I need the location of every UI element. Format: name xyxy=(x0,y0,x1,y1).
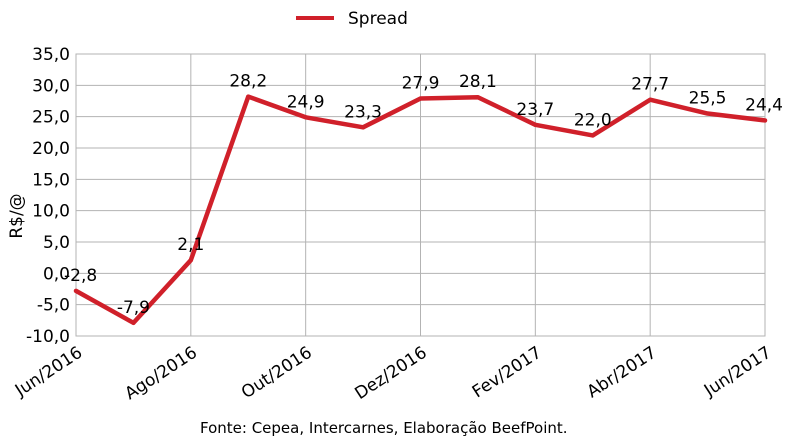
data-point xyxy=(533,122,538,127)
data-point xyxy=(74,288,78,293)
data-point xyxy=(131,320,136,325)
data-point xyxy=(648,97,653,102)
data-point xyxy=(246,94,251,99)
y-tick-label: -10,0 xyxy=(26,327,70,347)
y-tick-label: 25,0 xyxy=(32,108,70,128)
data-label: 23,7 xyxy=(516,100,554,120)
data-label: 22,0 xyxy=(574,110,612,130)
source-note: Fonte: Cepea, Intercarnes, Elaboração Be… xyxy=(200,419,568,437)
data-label: 27,9 xyxy=(402,73,440,93)
x-tick-label: Dez/2016 xyxy=(351,343,430,404)
data-label: 24,4 xyxy=(745,95,783,115)
y-tick-label: 35,0 xyxy=(32,45,70,65)
data-label: 23,3 xyxy=(344,102,382,122)
x-tick-label: Abr/2017 xyxy=(584,343,661,402)
data-point xyxy=(188,258,193,263)
x-tick-label: Jun/2017 xyxy=(700,343,775,401)
data-label: 24,9 xyxy=(287,92,325,112)
data-label: 28,1 xyxy=(459,72,497,92)
y-tick-label: -5,0 xyxy=(37,296,70,316)
x-tick-label: Fev/2017 xyxy=(469,343,546,402)
data-label: 2,1 xyxy=(177,235,204,255)
x-tick-label: Jun/2016 xyxy=(11,343,86,401)
data-label: -2,8 xyxy=(64,266,97,286)
data-label: 27,7 xyxy=(631,75,669,95)
y-tick-label: 15,0 xyxy=(32,170,70,190)
legend-label: Spread xyxy=(348,9,408,29)
data-label: -7,9 xyxy=(117,298,150,318)
data-point xyxy=(418,96,423,101)
data-label: 25,5 xyxy=(689,89,727,109)
y-tick-label: 5,0 xyxy=(43,233,70,253)
y-axis-label: R$/@ xyxy=(7,193,27,238)
x-tick-label: Ago/2016 xyxy=(121,343,201,404)
y-tick-label: 0,0 xyxy=(43,264,70,284)
y-tick-label: 10,0 xyxy=(32,202,70,222)
data-point xyxy=(303,115,308,120)
data-label: 28,2 xyxy=(229,72,267,92)
y-tick-label: 30,0 xyxy=(32,76,70,96)
x-tick-label: Out/2016 xyxy=(238,343,316,403)
data-point xyxy=(361,125,366,130)
data-point xyxy=(705,111,710,116)
plot-area-border xyxy=(75,53,766,337)
data-point xyxy=(590,133,595,138)
y-tick-label: 20,0 xyxy=(32,139,70,159)
data-point xyxy=(763,118,767,123)
data-point xyxy=(475,95,480,100)
